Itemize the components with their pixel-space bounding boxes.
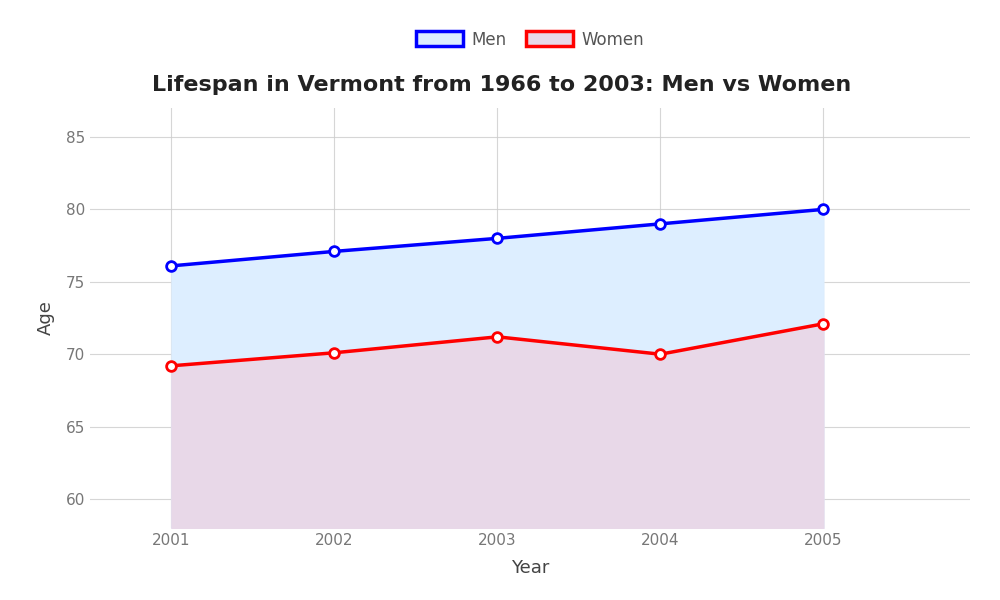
- Text: Lifespan in Vermont from 1966 to 2003: Men vs Women: Lifespan in Vermont from 1966 to 2003: M…: [152, 76, 851, 95]
- X-axis label: Year: Year: [511, 559, 549, 577]
- Legend: Men, Women: Men, Women: [409, 24, 651, 55]
- Y-axis label: Age: Age: [37, 301, 55, 335]
